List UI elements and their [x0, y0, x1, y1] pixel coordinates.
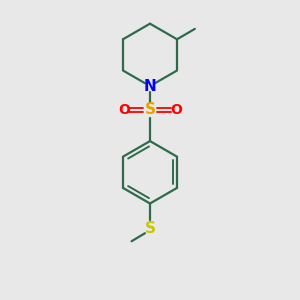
Text: N: N — [144, 79, 156, 94]
Text: O: O — [118, 103, 130, 117]
Text: S: S — [145, 102, 155, 117]
Text: S: S — [145, 221, 155, 236]
Text: O: O — [170, 103, 182, 117]
